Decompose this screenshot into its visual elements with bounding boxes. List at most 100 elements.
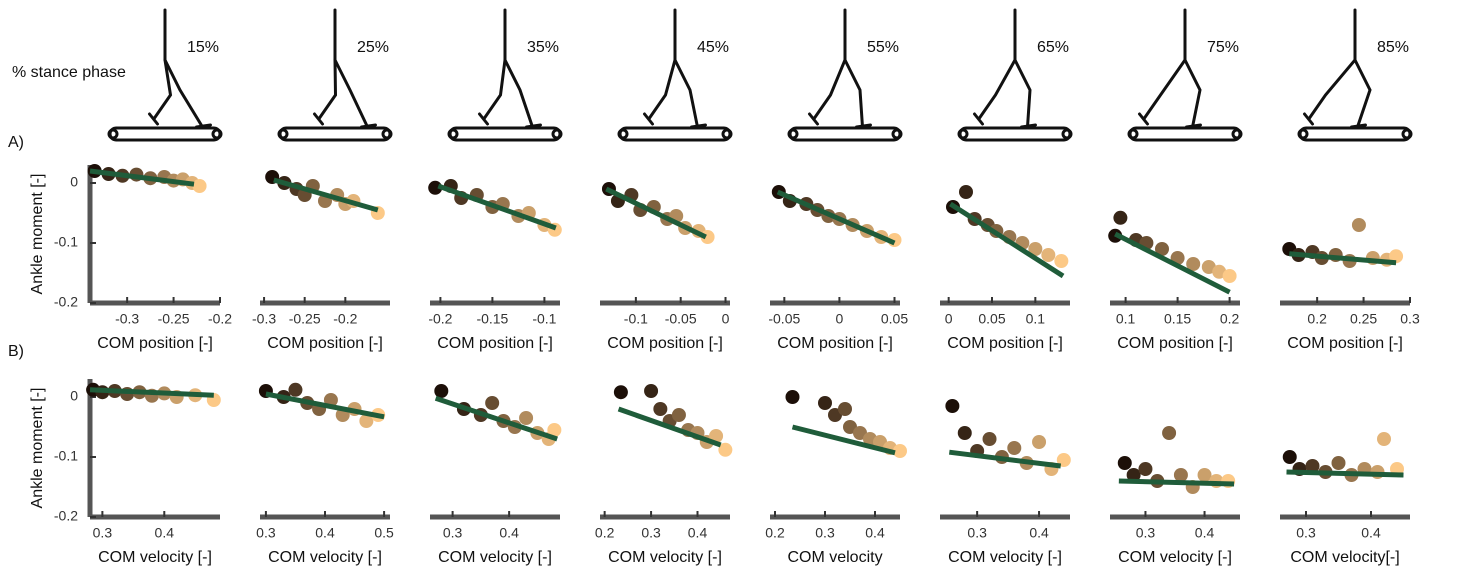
x-axis-label: COM velocity[-] bbox=[1290, 549, 1399, 566]
body bbox=[318, 8, 338, 120]
treadmill bbox=[618, 126, 732, 142]
foot bbox=[808, 112, 819, 126]
leg bbox=[1353, 58, 1372, 129]
treadmill bbox=[1128, 126, 1242, 142]
roller bbox=[211, 128, 223, 140]
y-tick-label: 0 bbox=[70, 388, 78, 404]
x-axis-label: COM velocity [-] bbox=[98, 549, 212, 566]
point bbox=[1054, 254, 1069, 268]
point bbox=[1007, 441, 1022, 455]
x-axis-label: COM position [-] bbox=[97, 335, 213, 352]
foot bbox=[690, 123, 707, 129]
point bbox=[1377, 432, 1391, 446]
foot bbox=[478, 112, 489, 126]
x-tick-label: -0.25 bbox=[289, 311, 321, 327]
leg bbox=[673, 58, 699, 129]
foot bbox=[973, 112, 984, 126]
point bbox=[192, 179, 207, 193]
fit-line bbox=[776, 189, 896, 246]
foot bbox=[643, 112, 654, 126]
roller bbox=[107, 128, 119, 140]
stance-label: % stance phase bbox=[12, 64, 126, 81]
point bbox=[613, 385, 628, 400]
x-axis-label: COM position [-] bbox=[1117, 335, 1233, 352]
foot bbox=[1350, 123, 1367, 129]
leg bbox=[163, 58, 204, 129]
y-tick-label: -0.1 bbox=[54, 234, 78, 250]
point bbox=[1032, 435, 1047, 449]
roller bbox=[617, 128, 629, 140]
point bbox=[718, 442, 733, 457]
point bbox=[838, 402, 852, 416]
y-tick-label: -0.1 bbox=[54, 448, 78, 464]
x-tick-label: 0.2 bbox=[1220, 311, 1240, 327]
foot bbox=[1138, 112, 1149, 126]
x-tick-label: 0.4 bbox=[688, 525, 708, 541]
x-tick-label: 0 bbox=[945, 311, 953, 327]
point bbox=[957, 426, 972, 440]
fit-line bbox=[605, 186, 707, 240]
point bbox=[1201, 260, 1216, 274]
x-tick-label: 0.2 bbox=[595, 525, 615, 541]
point bbox=[893, 444, 907, 458]
x-axis-label: COM position [-] bbox=[947, 335, 1063, 352]
x-tick-label: 0.3 bbox=[256, 525, 276, 541]
leg bbox=[333, 58, 369, 129]
x-tick-label: 0.4 bbox=[155, 525, 175, 541]
x-axis-label: COM velocity [-] bbox=[1118, 549, 1232, 566]
phase-label: 45% bbox=[697, 39, 729, 56]
phase-label: 15% bbox=[187, 39, 219, 56]
x-tick-label: -0.15 bbox=[476, 311, 508, 327]
point bbox=[359, 414, 374, 428]
roller bbox=[721, 128, 733, 140]
x-tick-label: -0.1 bbox=[532, 311, 556, 327]
x-axis-label: COM velocity bbox=[787, 549, 882, 566]
foot bbox=[1185, 123, 1202, 129]
x-tick-label: 0 bbox=[836, 311, 844, 327]
x-tick-label: -0.3 bbox=[252, 311, 276, 327]
x-tick-label: 0.4 bbox=[1195, 525, 1215, 541]
body bbox=[153, 8, 173, 120]
x-tick-label: 0.3 bbox=[1296, 525, 1316, 541]
x-axis-label: COM velocity [-] bbox=[608, 549, 722, 566]
roller bbox=[1297, 128, 1309, 140]
fit-line bbox=[1114, 231, 1231, 295]
x-tick-label: 0.3 bbox=[815, 525, 835, 541]
foot bbox=[313, 112, 324, 126]
stick-figure bbox=[617, 8, 733, 142]
phase-label: 35% bbox=[527, 39, 559, 56]
phase-label: 25% bbox=[357, 39, 389, 56]
roller bbox=[1231, 128, 1243, 140]
stick-figure bbox=[957, 8, 1073, 142]
roller bbox=[447, 128, 459, 140]
treadmill bbox=[958, 126, 1072, 142]
fit-line bbox=[89, 168, 195, 187]
x-tick-label: 0.1 bbox=[1116, 311, 1136, 327]
x-tick-label: -0.2 bbox=[333, 311, 357, 327]
point bbox=[1117, 456, 1132, 470]
x-tick-label: 0.3 bbox=[1136, 525, 1156, 541]
treadmill bbox=[278, 126, 392, 142]
x-tick-label: 0.1 bbox=[1026, 311, 1046, 327]
foot bbox=[525, 123, 542, 129]
foot bbox=[360, 123, 377, 129]
y-tick-label: 0 bbox=[70, 174, 78, 190]
foot bbox=[1303, 112, 1314, 126]
point bbox=[1041, 248, 1056, 262]
point bbox=[1197, 468, 1212, 482]
point bbox=[428, 180, 443, 195]
x-tick-label: 0.2 bbox=[765, 525, 785, 541]
x-tick-label: 0.05 bbox=[881, 311, 908, 327]
x-tick-label: 0.2 bbox=[1307, 311, 1327, 327]
body bbox=[1143, 8, 1187, 120]
treadmill bbox=[108, 126, 222, 142]
point bbox=[1305, 459, 1320, 473]
x-tick-label: 0 bbox=[722, 311, 730, 327]
stick-figure bbox=[1127, 8, 1243, 142]
roller bbox=[1401, 128, 1413, 140]
x-axis-label: COM position [-] bbox=[607, 335, 723, 352]
point bbox=[1173, 468, 1188, 482]
point bbox=[959, 185, 973, 199]
point bbox=[519, 411, 534, 425]
fit-line bbox=[437, 183, 557, 231]
